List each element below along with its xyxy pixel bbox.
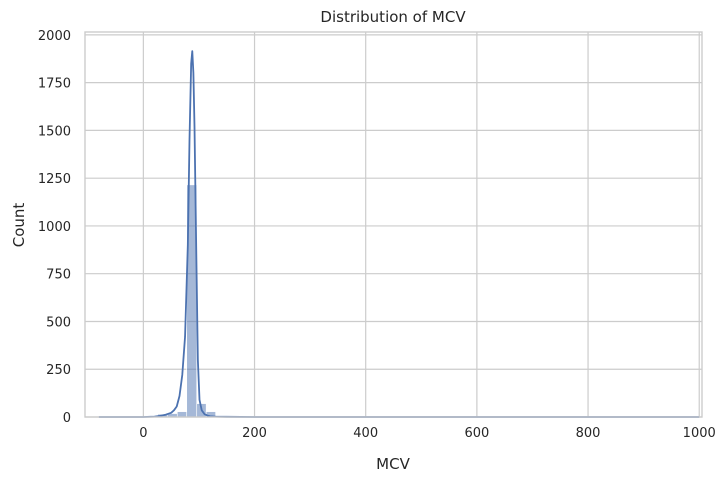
- x-tick-label: 800: [576, 426, 601, 441]
- x-axis-label: MCV: [376, 455, 410, 473]
- y-axis-label: Count: [10, 203, 28, 248]
- x-tick-label: 200: [242, 426, 267, 441]
- y-tick-label: 1250: [38, 172, 71, 187]
- y-tick-label: 250: [46, 363, 71, 378]
- axes-border: [84, 31, 703, 418]
- y-tick-label: 750: [46, 268, 71, 283]
- y-tick-labels: 0 250 500 750 1000 1250 1500 1750 2000: [38, 29, 71, 426]
- x-tick-label: 400: [353, 426, 378, 441]
- y-tick-label: 1750: [38, 77, 71, 92]
- axes-frame: [84, 31, 703, 418]
- x-tick-label: 1000: [683, 426, 715, 441]
- histogram-bar: [176, 411, 188, 418]
- y-tick-label: 1500: [38, 124, 71, 139]
- x-tick-label: 0: [139, 426, 147, 441]
- x-tick-label: 600: [464, 426, 489, 441]
- x-tick-labels: 0 200 400 600 800 1000: [139, 426, 715, 441]
- y-tick-label: 0: [63, 411, 71, 426]
- y-tick-label: 2000: [38, 29, 71, 44]
- chart-title: Distribution of MCV: [320, 8, 466, 26]
- y-tick-label: 500: [46, 315, 71, 330]
- y-tick-label: 1000: [38, 220, 71, 235]
